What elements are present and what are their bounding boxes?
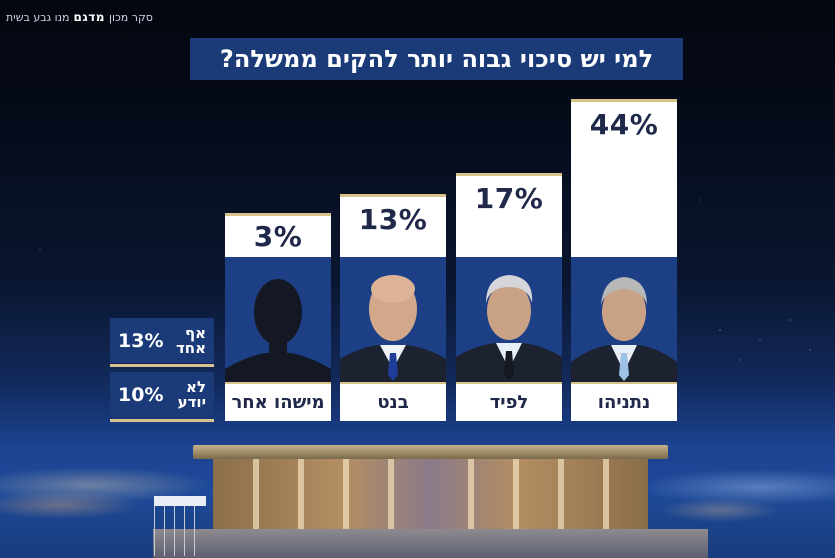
name-text: מישהו אחר	[231, 392, 325, 413]
pct-box: 44%	[571, 99, 677, 257]
pct-value: 44%	[589, 108, 659, 141]
brand-logo: מדגם	[73, 10, 105, 24]
person-photo-netanyahu	[571, 257, 677, 382]
bar-netanyahu: 44% נתניהו	[571, 99, 677, 421]
chart-title: למי יש סיכוי גבוה יותר להקים ממשלה?	[190, 38, 683, 80]
bar-bennett: 13% בנט	[340, 194, 446, 421]
person-photo-bennett	[340, 257, 446, 382]
name-label: נתניהו	[571, 382, 677, 421]
person-photo-lapid	[456, 257, 562, 382]
side-label: אף אחד	[175, 323, 206, 357]
name-text: נתניהו	[597, 392, 651, 413]
name-text: בנט	[377, 392, 409, 413]
pct-value: 3%	[253, 220, 303, 253]
flags-decoration	[152, 496, 206, 556]
gold-divider	[110, 364, 214, 367]
brand-suffix: מנו גבע בשית	[6, 10, 70, 24]
side-box-dont-know: 10% לא יודע	[110, 372, 214, 417]
building-facade	[213, 459, 648, 529]
pct-value: 17%	[474, 182, 544, 215]
brand-credit: סקר מכון מדגם מנו גבע בשית	[6, 10, 153, 24]
name-label: בנט	[340, 382, 446, 421]
side-value: 10%	[118, 383, 164, 406]
knesset-building-image	[153, 445, 708, 558]
brand-prefix: סקר מכון	[108, 10, 153, 24]
silhouette-icon	[225, 257, 331, 382]
building-roof	[193, 445, 668, 459]
pct-box: 13%	[340, 194, 446, 257]
side-label: לא יודע	[177, 377, 206, 411]
building-plaza	[153, 529, 708, 558]
name-label: לפיד	[456, 382, 562, 421]
bar-lapid: 17% לפיד	[456, 173, 562, 421]
bar-someone-else: 3% מישהו אחר	[225, 213, 331, 421]
pct-value: 13%	[358, 203, 428, 236]
pct-box: 17%	[456, 173, 562, 257]
side-box-no-one: 13% אף אחד	[110, 318, 214, 363]
gold-divider	[110, 419, 214, 422]
pct-box: 3%	[225, 213, 331, 257]
name-label: מישהו אחר	[225, 382, 331, 421]
side-value: 13%	[118, 329, 164, 352]
name-text: לפיד	[489, 392, 529, 413]
chart-title-text: למי יש סיכוי גבוה יותר להקים ממשלה?	[219, 45, 654, 73]
